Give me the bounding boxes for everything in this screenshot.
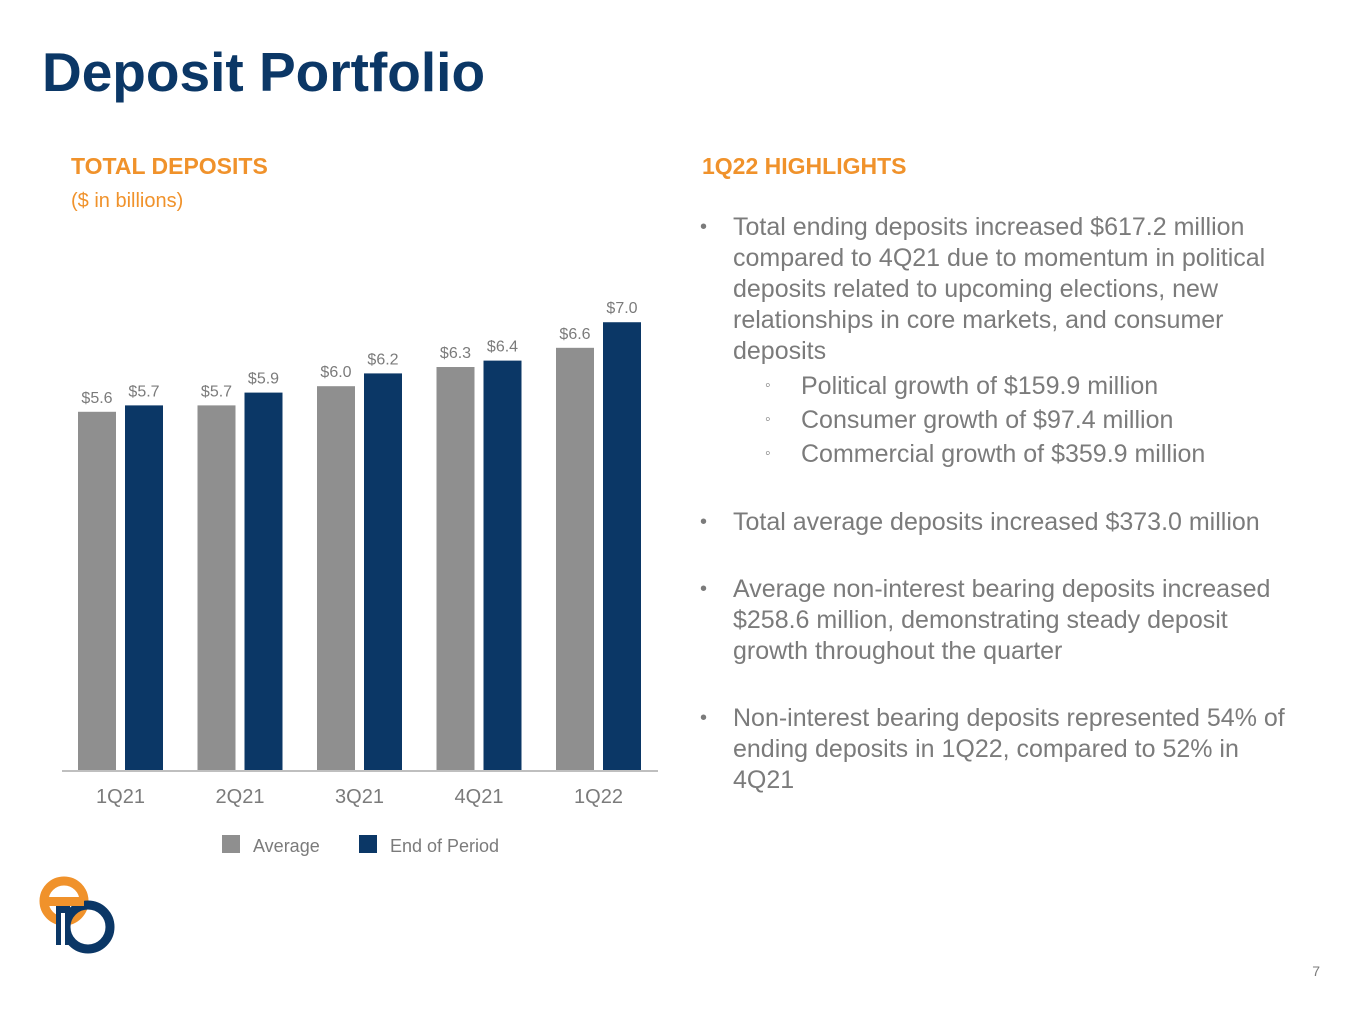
category-label: 4Q21 [455,786,504,808]
bar-end-of-period [603,322,641,770]
legend-swatch [222,835,240,853]
highlight-text: Non-interest bearing deposits represente… [733,704,1285,794]
highlight-sub-list: Political growth of $159.9 million Consu… [733,369,1300,471]
bar-average [78,411,116,770]
highlight-sub-item: Commercial growth of $359.9 million [733,437,1300,471]
chart-title: TOTAL DEPOSITS [71,153,268,179]
legend-swatch [359,835,377,853]
legend-label: Average [253,836,320,856]
highlight-sub-item: Political growth of $159.9 million [733,369,1300,403]
bar-average [317,386,355,770]
bar-value-label: $6.3 [440,345,471,362]
highlight-sub-item: Consumer growth of $97.4 million [733,403,1300,437]
bar-end-of-period [244,392,283,770]
highlight-item: Total average deposits increased $373.0 … [700,507,1300,538]
chart-subtitle: ($ in billions) [71,190,184,212]
bar-average [556,347,594,770]
highlight-text: Total average deposits increased $373.0 … [733,508,1260,536]
bar-average [197,405,236,770]
bar-value-label: $6.2 [367,351,398,368]
page-number: 7 [1312,963,1320,979]
category-label: 1Q21 [96,786,145,808]
bar-average [436,367,475,770]
highlight-item: Total ending deposits increased $617.2 m… [700,212,1300,471]
page-title: Deposit Portfolio [42,41,486,103]
category-label: 2Q21 [216,786,265,808]
highlight-text: Average non-interest bearing deposits in… [733,575,1271,665]
bar-value-label: $5.6 [81,390,112,407]
deposits-bar-chart: $5.6 $5.7 1Q21 $5.7 $5.9 2Q21 $6.0 $6.2 3Q21 $6.3… [62,300,658,856]
highlights-title: 1Q22 HIGHLIGHTS [702,153,907,179]
highlights-list: Total ending deposits increased $617.2 m… [700,212,1300,832]
category-label: 3Q21 [335,786,384,808]
bar-value-label: $5.7 [201,383,232,400]
bar-value-label: $6.4 [487,339,518,356]
category-label: 1Q22 [574,786,623,808]
bar-end-of-period [483,360,522,770]
highlight-item: Non-interest bearing deposits represente… [700,703,1300,796]
bar-end-of-period [125,405,163,770]
bar-value-label: $6.6 [559,326,590,343]
bar-value-label: $6.0 [320,364,351,381]
company-logo [39,876,115,954]
legend-label: End of Period [390,836,499,856]
bar-end-of-period [364,373,402,770]
bar-value-label: $5.7 [128,383,159,400]
bar-value-label: $5.9 [248,371,279,388]
highlight-text: Total ending deposits increased $617.2 m… [733,213,1266,365]
bar-value-label: $7.0 [606,300,637,317]
highlight-item: Average non-interest bearing deposits in… [700,574,1300,667]
